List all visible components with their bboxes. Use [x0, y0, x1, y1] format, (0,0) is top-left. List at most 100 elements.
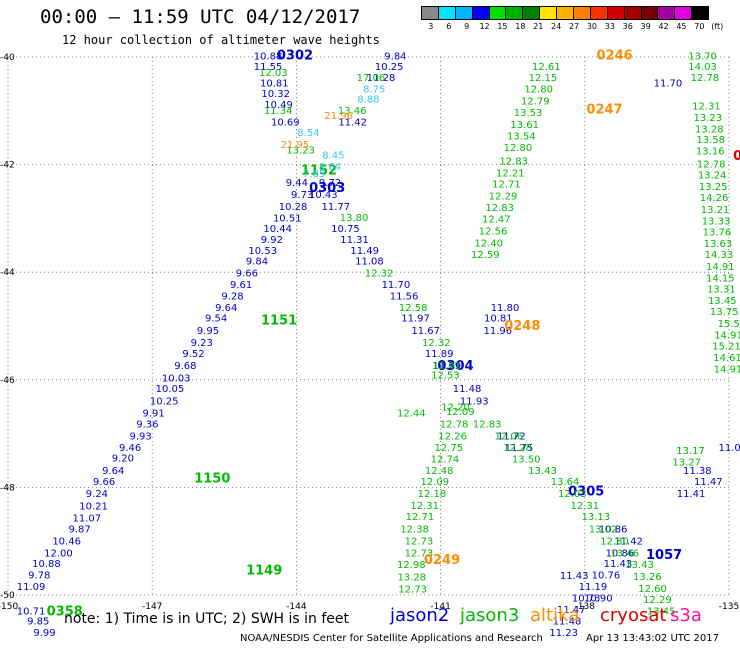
wave-height-point: 11.97	[401, 314, 430, 325]
wave-height-point: 12.73	[405, 548, 434, 559]
wave-height-point: 13.17	[676, 446, 705, 457]
pass-time-label: 0305	[568, 484, 604, 499]
wave-height-point: 21.96	[324, 111, 353, 122]
wave-height-point: 13.63	[704, 239, 733, 250]
pass-time-label: 1151	[261, 313, 297, 328]
colorbar-label: (ft)	[711, 22, 724, 31]
wave-height-point: 9.93	[130, 432, 152, 443]
wave-height-point: 12.00	[44, 548, 73, 559]
wave-height-point: 11.08	[355, 257, 384, 268]
wave-height-point: 14.03	[688, 62, 717, 73]
wave-height-point: 12.56	[479, 227, 508, 238]
x-tick-label: -150	[0, 602, 18, 612]
wave-height-point: 9.23	[191, 338, 213, 349]
wave-height-point: 13.02	[589, 525, 618, 536]
wave-height-point: 8.54	[297, 128, 319, 139]
wave-height-point: 9.20	[112, 454, 134, 465]
wave-height-point: 12.31	[410, 501, 439, 512]
wave-height-point: 13.27	[672, 457, 701, 468]
wave-height-point: 9.64	[215, 303, 237, 314]
wave-height-point: 9.73	[291, 190, 313, 201]
wave-height-point: 13.76	[703, 228, 732, 239]
credit-timestamp: Apr 13 13:43:02 UTC 2017	[586, 633, 719, 644]
wave-height-point: 13.58	[696, 135, 725, 146]
wave-height-point: 12.31	[692, 102, 721, 113]
wave-height-point: 9.28	[221, 292, 243, 303]
pass-time-label: 0246	[597, 49, 633, 64]
wave-height-point: 11.49	[350, 246, 379, 257]
wave-height-point: 11.42	[614, 536, 643, 547]
wave-height-point: 10.49	[264, 100, 293, 111]
wave-height-point: 9.85	[27, 617, 49, 628]
wave-height-point: 13.43	[625, 560, 654, 571]
wave-height-point: 11.70	[382, 280, 411, 291]
colorbar-label: 27	[568, 22, 580, 31]
colorbar-label: 33	[604, 22, 615, 31]
series-altika: 21.95 21.96 0246 0247 0248 0249	[281, 49, 633, 568]
pass-time-label: 1152	[301, 163, 337, 178]
wave-height-point: 21.95	[281, 140, 310, 151]
wave-height-point: 13.46	[338, 106, 367, 117]
wave-height-point: 12.26	[438, 432, 467, 443]
wave-height-point: 11.70	[654, 79, 683, 90]
colorbar-label: 36	[622, 22, 633, 31]
wave-height-point: 15.51	[718, 319, 740, 330]
wave-height-point: 12.41	[432, 361, 461, 372]
wave-height-point: 11.89	[425, 349, 454, 360]
wave-height-point: 11.43	[560, 571, 589, 582]
wave-height-point: 13.23	[286, 145, 315, 156]
wave-height-point: 13.53	[514, 108, 543, 119]
legend-item-s3a: s3a	[670, 605, 702, 626]
wave-height-point: 11.75	[505, 443, 534, 454]
wave-height-colorbar	[421, 6, 710, 20]
wave-height-point: 9.91	[143, 408, 165, 419]
wave-height-point: 9.46	[119, 443, 141, 454]
wave-height-point: 11.47	[694, 477, 723, 488]
wave-height-point: 10.53	[248, 246, 277, 257]
wave-height-point: 8.45	[322, 151, 344, 162]
wave-height-point: 12.73	[398, 584, 427, 595]
colorbar-label: 15	[497, 22, 508, 31]
wave-height-point: 12.60	[638, 584, 667, 595]
wave-height-point: 11.09	[17, 582, 46, 593]
colorbar-labels: 3 6 9 12 15 18 21 24 27 30 33 36 39 42 45 70 (ft)	[421, 22, 740, 36]
wave-height-point: 10.86	[599, 525, 628, 536]
wave-height-point: 11.43	[604, 559, 633, 570]
wave-height-point: 9.66	[236, 269, 258, 280]
legend-item-altika: altika	[530, 605, 580, 626]
wave-height-point: 9.78	[28, 570, 50, 581]
wave-height-point: 9.84	[246, 257, 268, 268]
wave-height-point: 12.32	[422, 338, 451, 349]
wave-height-point: 13.45	[708, 296, 737, 307]
wave-height-point: 13.28	[695, 124, 724, 135]
colorbar-label: 42	[658, 22, 669, 31]
colorbar-label: 6	[446, 22, 452, 31]
pass-time-label: 0248	[504, 319, 540, 334]
wave-height-point: 13.25	[699, 182, 728, 193]
wave-height-point: 10.90	[584, 593, 613, 604]
wave-height-point: 9.99	[33, 628, 55, 639]
pass-time-label: 0303	[309, 181, 345, 196]
wave-height-point: 10.46	[52, 536, 81, 547]
wave-height-point: 13.33	[702, 216, 731, 227]
wave-height-point: 14.91	[714, 330, 740, 341]
colorbar-label: 39	[640, 22, 651, 31]
y-tick-label: -46	[0, 376, 15, 386]
colorbar-label: 45	[676, 22, 687, 31]
grid-lines	[7, 56, 730, 596]
wave-height-point: 12.80	[600, 536, 629, 547]
wave-height-point: 10.81	[260, 79, 289, 90]
colorbar-label: 21	[533, 22, 544, 31]
wave-height-point: 11.23	[549, 628, 578, 639]
wave-height-point: 10.71	[17, 606, 46, 617]
pass-time-label: 0249	[424, 553, 460, 568]
wave-height-point: 11.55	[254, 62, 283, 73]
wave-height-point: 11.47	[557, 605, 586, 616]
footer-note: note: 1) Time is in UTC; 2) SWH is in fe…	[64, 611, 350, 627]
wave-height-point: 11.34	[264, 106, 293, 117]
wave-height-point: 10.44	[263, 224, 292, 235]
pass-time-label: 0247	[586, 102, 622, 117]
wave-height-point: 13.50	[512, 455, 541, 466]
y-tick-label: -44	[0, 268, 15, 278]
